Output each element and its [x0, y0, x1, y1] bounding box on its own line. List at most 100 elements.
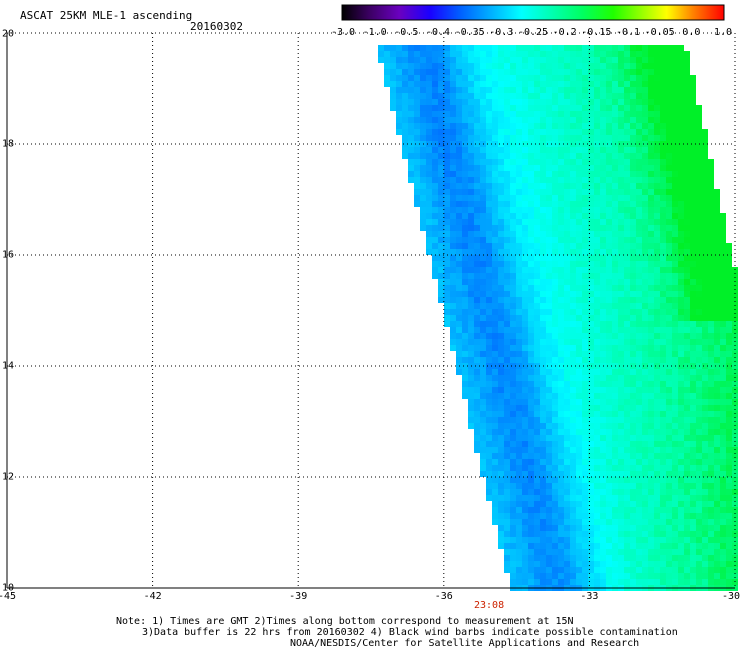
swath-cell — [714, 513, 720, 519]
swath-cell — [672, 81, 678, 87]
swath-cell — [696, 477, 702, 483]
swath-cell — [582, 51, 588, 57]
swath-cell — [420, 123, 426, 129]
swath-cell — [660, 435, 666, 441]
swath-cell — [690, 105, 696, 111]
swath-cell — [690, 219, 696, 225]
swath-cell — [576, 69, 582, 75]
swath-cell — [546, 579, 552, 585]
swath-cell — [528, 519, 534, 525]
swath-cell — [534, 105, 540, 111]
swath-cell — [480, 309, 486, 315]
swath-cell — [642, 387, 648, 393]
swath-cell — [444, 69, 450, 75]
swath-cell — [684, 93, 690, 99]
swath-cell — [702, 573, 708, 579]
swath-cell — [588, 111, 594, 117]
swath-cell — [456, 231, 462, 237]
swath-cell — [642, 201, 648, 207]
swath-cell — [516, 201, 522, 207]
swath-cell — [552, 333, 558, 339]
swath-cell — [630, 147, 636, 153]
swath-cell — [486, 255, 492, 261]
swath-cell — [528, 417, 534, 423]
swath-cell — [402, 99, 408, 105]
swath-cell — [672, 45, 678, 51]
swath-cell — [720, 447, 726, 453]
swath-cell — [546, 105, 552, 111]
swath-cell — [468, 357, 474, 363]
swath-cell — [696, 537, 702, 543]
swath-cell — [450, 339, 456, 345]
swath-cell — [726, 321, 732, 327]
swath-cell — [696, 417, 702, 423]
swath-cell — [486, 453, 492, 459]
swath-cell — [498, 57, 504, 63]
swath-cell — [468, 195, 474, 201]
swath-cell — [684, 303, 690, 309]
swath-cell — [540, 573, 546, 579]
swath-cell — [492, 495, 498, 501]
swath-cell — [600, 201, 606, 207]
swath-cell — [702, 483, 708, 489]
swath-cell — [444, 105, 450, 111]
swath-cell — [516, 381, 522, 387]
swath-cell — [426, 225, 432, 231]
swath-cell — [558, 105, 564, 111]
swath-cell — [708, 333, 714, 339]
swath-cell — [708, 579, 714, 585]
swath-cell — [486, 123, 492, 129]
longitude-label: -45 — [0, 591, 17, 602]
swath-cell — [576, 273, 582, 279]
swath-cell — [654, 489, 660, 495]
swath-cell — [540, 207, 546, 213]
swath-cell — [480, 465, 486, 471]
swath-cell — [660, 381, 666, 387]
swath-cell — [630, 225, 636, 231]
swath-cell — [486, 441, 492, 447]
swath-cell — [624, 387, 630, 393]
swath-cell — [690, 189, 696, 195]
swath-cell — [684, 231, 690, 237]
swath-cell — [600, 423, 606, 429]
swath-cell — [582, 567, 588, 573]
swath-cell — [636, 243, 642, 249]
swath-cell — [504, 351, 510, 357]
swath-cell — [582, 285, 588, 291]
swath-cell — [600, 309, 606, 315]
swath-cell — [732, 273, 738, 279]
swath-cell — [498, 537, 504, 543]
swath-cell — [582, 183, 588, 189]
swath-cell — [576, 543, 582, 549]
swath-cell — [414, 81, 420, 87]
swath-cell — [516, 459, 522, 465]
swath-cell — [522, 507, 528, 513]
swath-cell — [642, 405, 648, 411]
swath-cell — [540, 177, 546, 183]
swath-cell — [648, 573, 654, 579]
swath-cell — [714, 327, 720, 333]
swath-cell — [558, 141, 564, 147]
swath-cell — [414, 123, 420, 129]
swath-cell — [684, 297, 690, 303]
swath-cell — [492, 87, 498, 93]
swath-cell — [606, 141, 612, 147]
swath-cell — [684, 507, 690, 513]
swath-cell — [588, 315, 594, 321]
swath-cell — [570, 453, 576, 459]
swath-cell — [654, 243, 660, 249]
swath-cell — [420, 147, 426, 153]
swath-cell — [576, 117, 582, 123]
swath-cell — [462, 363, 468, 369]
swath-cell — [630, 165, 636, 171]
swath-cell — [504, 537, 510, 543]
swath-cell — [672, 243, 678, 249]
swath-cell — [654, 363, 660, 369]
swath-cell — [534, 507, 540, 513]
swath-cell — [654, 303, 660, 309]
swath-cell — [474, 297, 480, 303]
swath-cell — [594, 183, 600, 189]
swath-cell — [576, 483, 582, 489]
swath-cell — [462, 153, 468, 159]
swath-cell — [582, 489, 588, 495]
